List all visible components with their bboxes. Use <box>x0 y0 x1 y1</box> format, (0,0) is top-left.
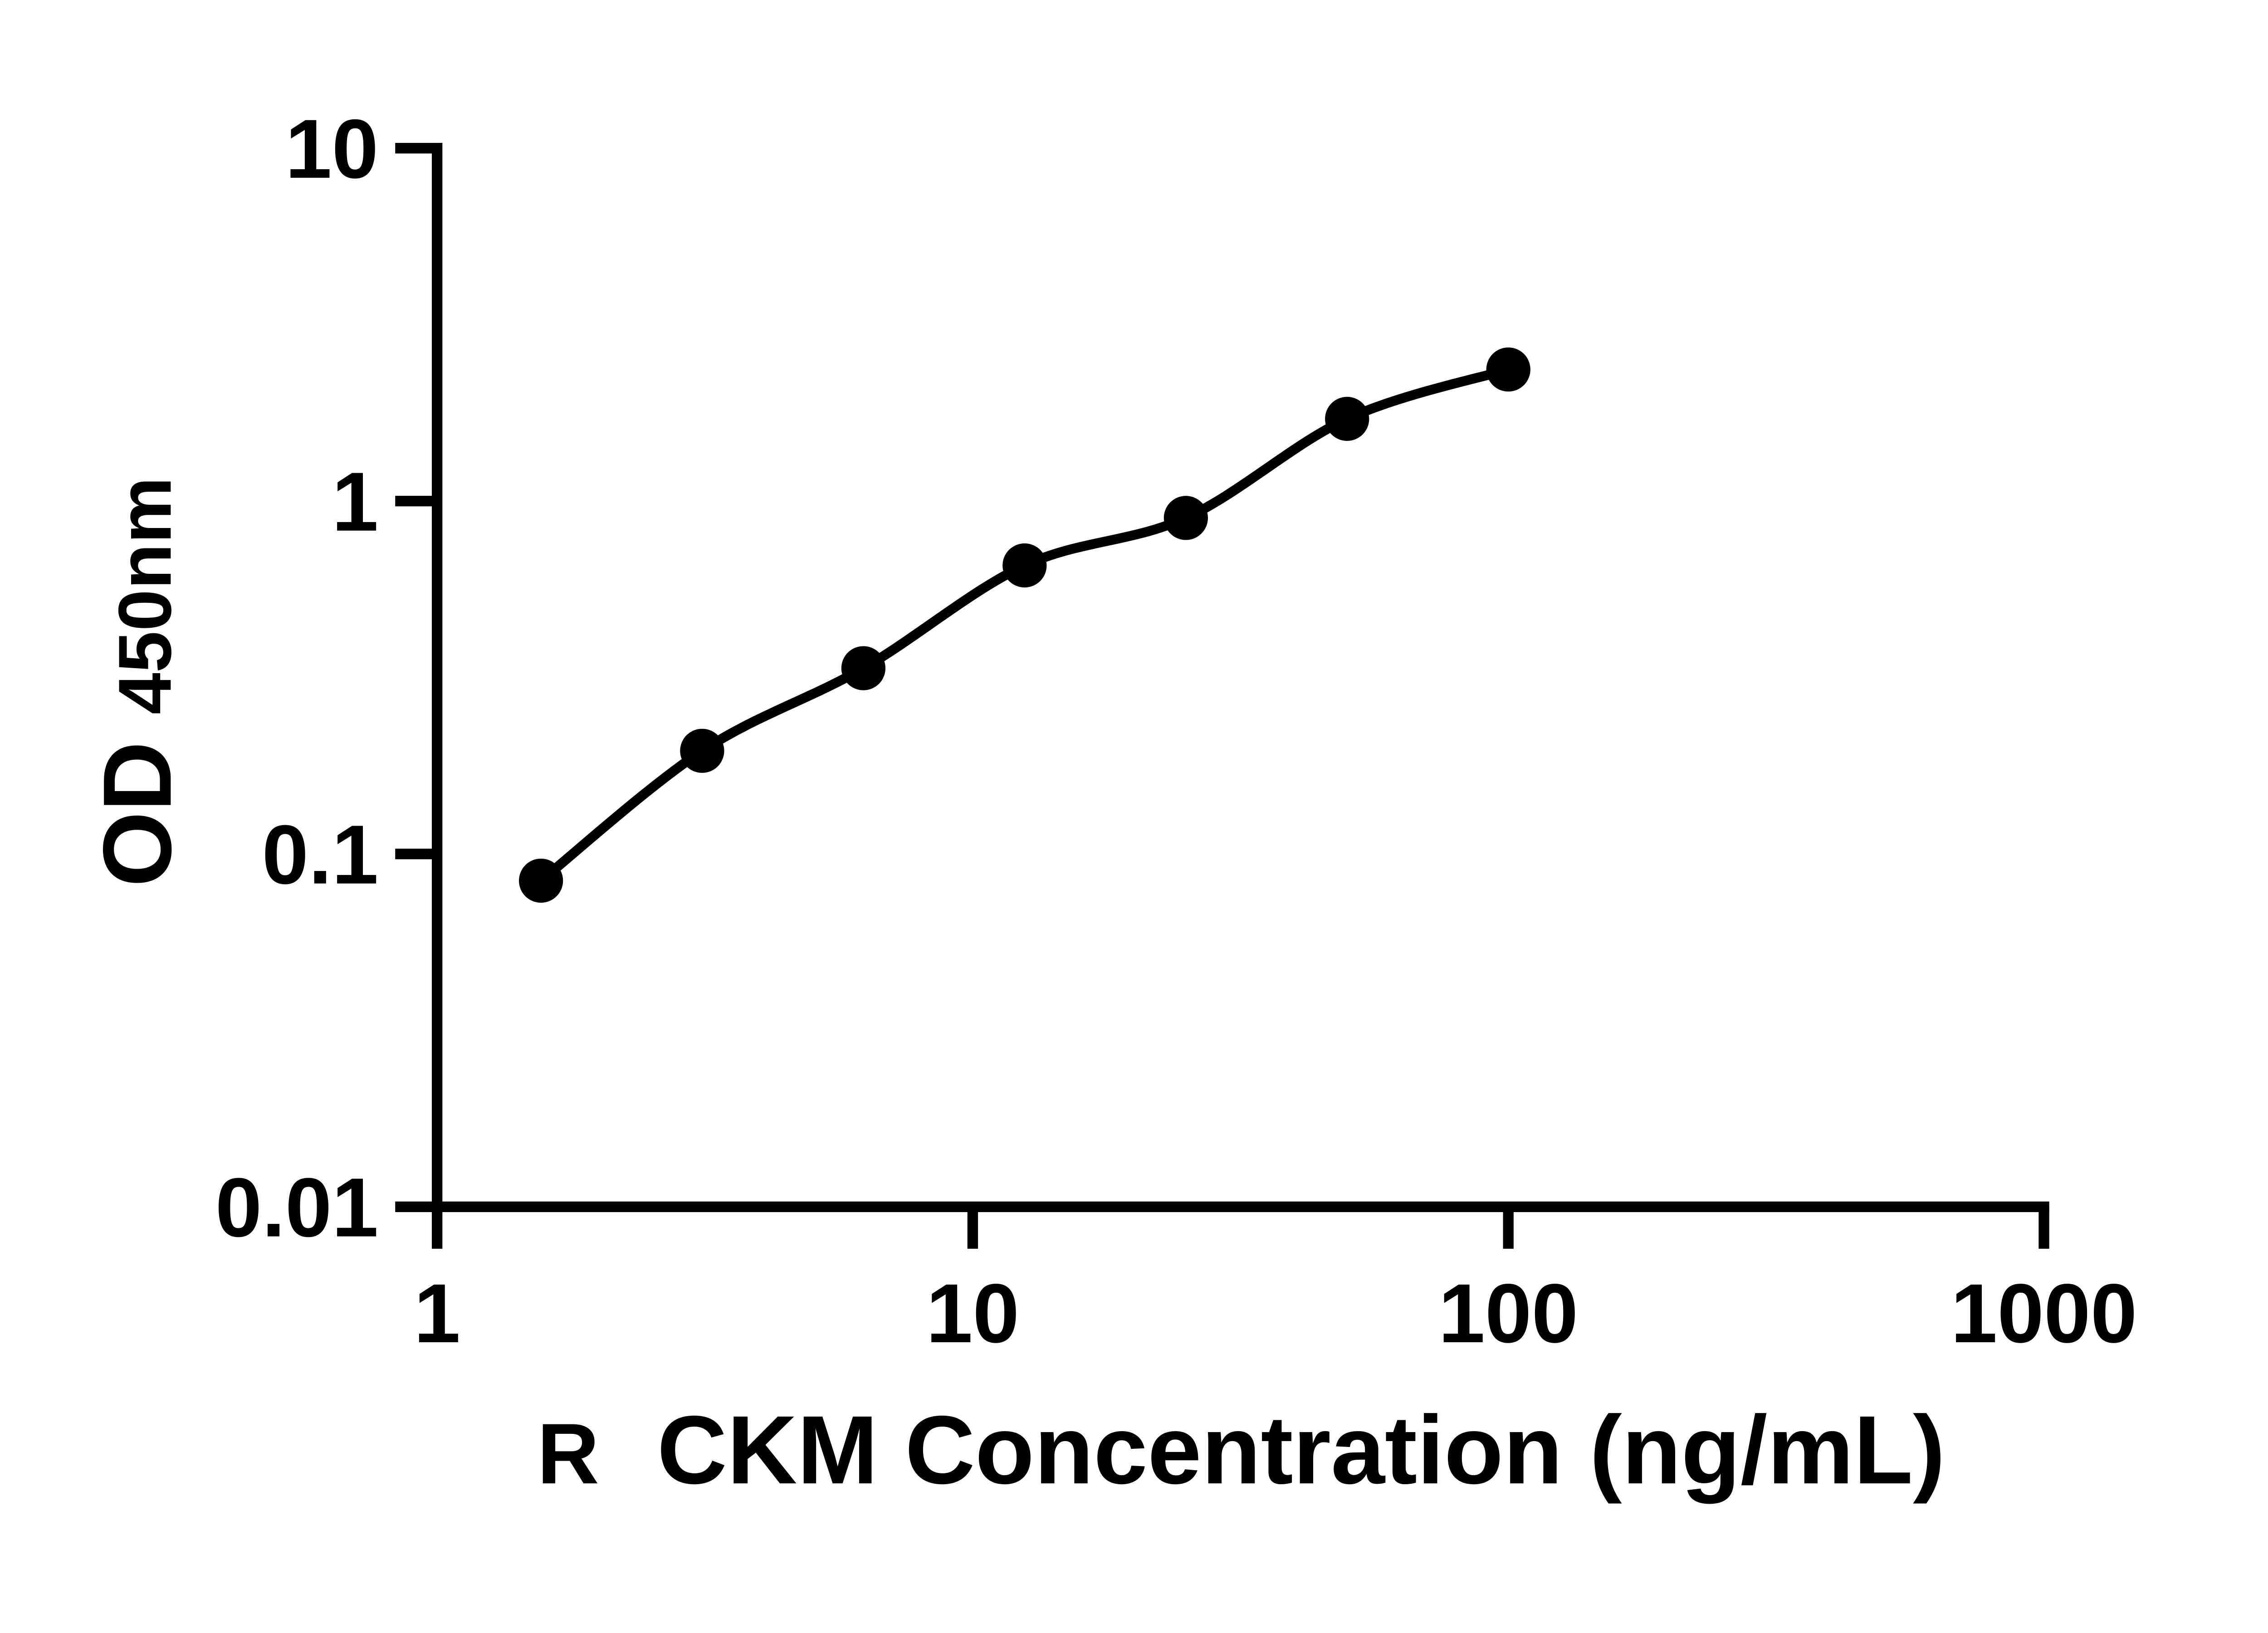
data-point-marker <box>680 728 724 773</box>
elisa-standard-curve-chart: 10 1 0.1 0.01 1 10 100 1000 R CKM Concentration… <box>83 102 2137 1505</box>
x-tick-label: 100 <box>1438 1267 1578 1360</box>
chart-canvas: 10 1 0.1 0.01 1 10 100 1000 R CKM Concentration… <box>83 102 2137 1505</box>
x-axis-title-rest: CKM Concentration (ng/mL) <box>657 1396 1945 1504</box>
y-tick-label: 0.01 <box>215 1161 379 1255</box>
y-axis-title-sub: 450nm <box>103 477 187 714</box>
x-axis-title: R CKM Concentration (ng/mL) <box>537 1396 1945 1504</box>
tick-label-layer: 10 1 0.1 0.01 1 10 100 1000 <box>215 103 2137 1360</box>
data-point-marker <box>1486 347 1530 392</box>
x-tick-label: 1 <box>414 1267 460 1360</box>
axes-layer <box>395 143 2049 1249</box>
y-tick-label: 10 <box>285 103 379 196</box>
x-tick-label: 10 <box>926 1267 1019 1360</box>
x-tick-label: 1000 <box>1951 1267 2137 1360</box>
y-axis-title-main: OD <box>83 741 191 887</box>
fit-curve-layer <box>536 364 1513 886</box>
data-point-marker <box>1325 396 1369 441</box>
data-point-marker <box>519 858 563 903</box>
y-tick-label: 0.1 <box>262 808 378 902</box>
x-axis-title-prefix: R <box>537 1406 599 1502</box>
data-point-marker <box>841 646 886 690</box>
y-axis-title: OD 450nm <box>83 477 191 887</box>
standard-curve-fit-line <box>536 364 1513 886</box>
data-point-marker <box>1163 496 1208 540</box>
data-point-marker <box>1002 543 1047 588</box>
y-tick-label: 1 <box>332 455 379 549</box>
data-point-layer <box>519 347 1530 903</box>
